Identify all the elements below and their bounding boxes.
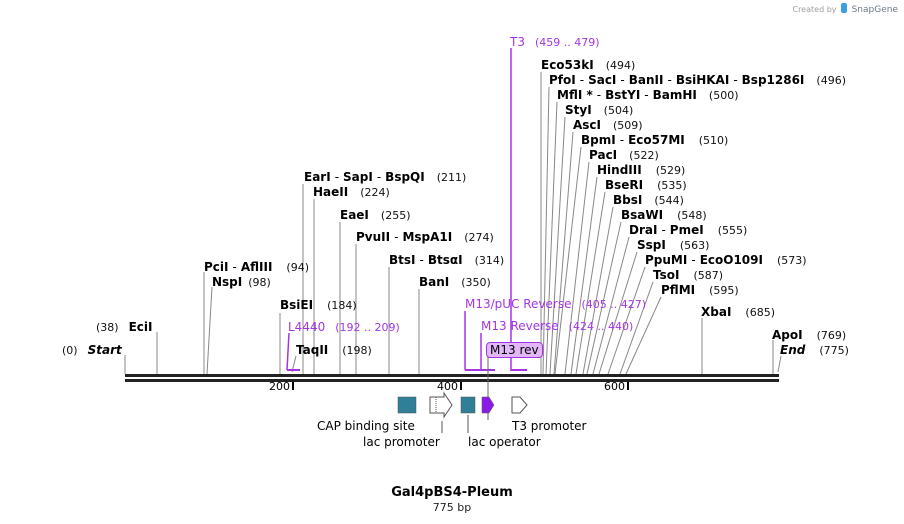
feature-label-t3-promoter[interactable]: T3 promoter bbox=[512, 419, 587, 433]
m13-rev-primer-feature[interactable] bbox=[481, 396, 495, 414]
start-marker: (0) Start bbox=[62, 343, 122, 357]
enzyme-label-nspi[interactable]: NspI (98) bbox=[212, 275, 271, 289]
cap-binding-site-feature[interactable] bbox=[397, 396, 417, 414]
enzyme-label-bsiei[interactable]: BsiEI (184) bbox=[280, 298, 357, 312]
enzyme-label-tsoi[interactable]: TsoI (587) bbox=[653, 268, 724, 282]
enzyme-label-paci[interactable]: PacI (522) bbox=[589, 148, 659, 162]
t3-promoter-feature[interactable] bbox=[511, 396, 528, 414]
primer-leader-lines bbox=[286, 48, 527, 371]
enzyme-label-styi[interactable]: StyI (504) bbox=[565, 103, 634, 117]
enzyme-label-hindiii[interactable]: HindIII (529) bbox=[597, 163, 686, 177]
lac-promoter-feature[interactable] bbox=[429, 391, 453, 419]
enzyme-label-ecii[interactable]: (38) EciI bbox=[96, 320, 153, 334]
enzyme-label-haeii[interactable]: HaeII (224) bbox=[313, 185, 390, 199]
map-title: Gal4pBS4-Pleum bbox=[391, 485, 513, 500]
enzyme-leader-lines bbox=[124, 72, 782, 375]
enzyme-label-bsawi[interactable]: BsaWI (548) bbox=[621, 208, 707, 222]
enzyme-label-bbsi[interactable]: BbsI (544) bbox=[613, 193, 684, 207]
enzyme-label-mfli-bstyi-bamhi[interactable]: MflI * - BstYI - BamHI (500) bbox=[557, 88, 739, 102]
enzyme-label-ppumi-ecoo109i[interactable]: PpuMI - EcoO109I (573) bbox=[645, 253, 807, 267]
enzyme-label-sspi[interactable]: SspI (563) bbox=[637, 238, 710, 252]
primer-bind-m13-rev[interactable]: M13 rev bbox=[486, 342, 543, 358]
enzyme-label-bani[interactable]: BanI (350) bbox=[419, 275, 491, 289]
snapgene-logo-icon bbox=[841, 3, 848, 13]
enzyme-label-btsi-btsai[interactable]: BtsI - BtsαI (314) bbox=[389, 253, 505, 267]
tick-600: 600 bbox=[604, 380, 625, 393]
map-length: 775 bp bbox=[432, 501, 472, 514]
enzyme-label-asci[interactable]: AscI (509) bbox=[573, 118, 643, 132]
enzyme-label-xbai[interactable]: XbaI (685) bbox=[701, 305, 775, 319]
end-marker: End (775) bbox=[780, 343, 849, 357]
enzyme-label-bseri[interactable]: BseRI (535) bbox=[605, 178, 687, 192]
feature-label-lac-operator[interactable]: lac operator bbox=[468, 435, 541, 449]
enzyme-label-taqii[interactable]: TaqII (198) bbox=[296, 343, 372, 357]
enzyme-label-drai-pmei[interactable]: DraI - PmeI (555) bbox=[629, 223, 748, 237]
tick-400: 400 bbox=[437, 380, 458, 393]
backbone-top-strand bbox=[125, 374, 779, 377]
lac-operator-feature[interactable] bbox=[460, 396, 476, 414]
tick-200: 200 bbox=[269, 380, 290, 393]
enzyme-label-eaei[interactable]: EaeI (255) bbox=[340, 208, 411, 222]
backbone-bottom-strand bbox=[125, 379, 779, 382]
feature-label-cap-binding-site[interactable]: CAP binding site bbox=[317, 419, 415, 433]
enzyme-label-pflmi[interactable]: PflMI (595) bbox=[661, 283, 739, 297]
enzyme-label-bpmi-eco57mi[interactable]: BpmI - Eco57MI (510) bbox=[581, 133, 729, 147]
snapgene-credit: Created by SnapGene bbox=[792, 3, 898, 15]
enzyme-label-pcii-afliii[interactable]: PciI - AflIII (94) bbox=[204, 260, 310, 274]
enzyme-label-pvuii-mspa1i[interactable]: PvuII - MspA1I (274) bbox=[356, 230, 494, 244]
primer-label-m13-reverse[interactable]: M13 Reverse (424 .. 440) bbox=[481, 319, 634, 333]
enzyme-label-pfoi-group[interactable]: PfoI - SacI - BanII - BsiHKAI - Bsp1286I (496) bbox=[549, 73, 846, 87]
enzyme-label-eco53ki[interactable]: Eco53kI (494) bbox=[541, 58, 636, 72]
primer-label-l4440[interactable]: L4440 (192 .. 209) bbox=[288, 320, 400, 334]
primer-label-t3[interactable]: T3 (459 .. 479) bbox=[510, 35, 600, 49]
feature-label-lac-promoter[interactable]: lac promoter bbox=[363, 435, 440, 449]
primer-label-m13-puc-reverse[interactable]: M13/pUC Reverse (405 .. 427) bbox=[465, 297, 647, 311]
enzyme-label-eari-sapi-bspqi[interactable]: EarI - SapI - BspQI (211) bbox=[304, 170, 467, 184]
enzyme-label-apoi[interactable]: ApoI (769) bbox=[772, 328, 847, 342]
